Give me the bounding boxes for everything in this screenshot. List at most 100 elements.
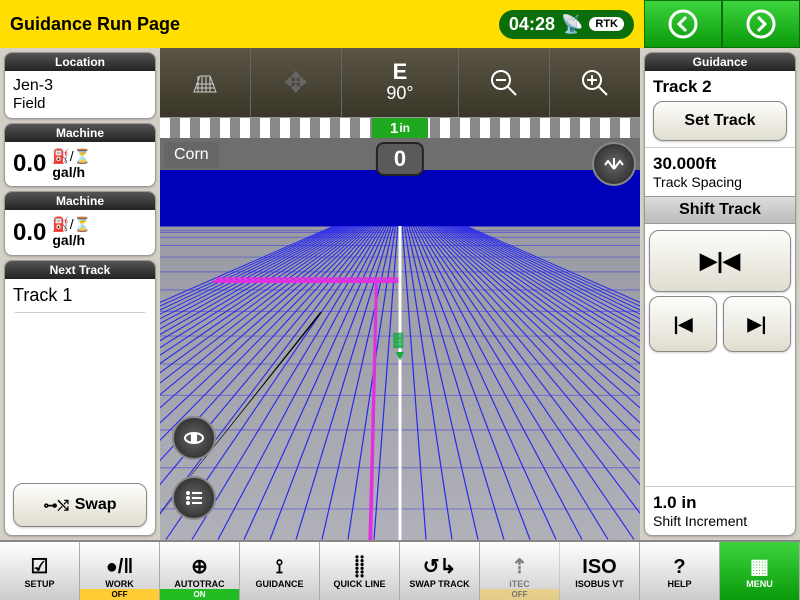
machine-header-2: Machine — [5, 192, 155, 210]
grid-perspective-icon — [188, 70, 222, 96]
set-track-button[interactable]: Set Track — [653, 101, 787, 141]
bb-status: OFF — [80, 589, 159, 600]
tractor-icon: ▓▼ — [393, 331, 407, 363]
bb-label: WORK — [105, 579, 134, 589]
zoom-in-button[interactable] — [550, 48, 640, 117]
perspective-toggle-button[interactable] — [160, 48, 251, 117]
bottombar-menu[interactable]: ▦ MENU — [720, 542, 800, 600]
compass-button[interactable]: E 90° — [342, 48, 460, 117]
rotate-view-button[interactable] — [172, 416, 216, 460]
bb-label: AUTOTRAC — [174, 579, 224, 589]
pass-number-badge: 0 — [376, 142, 424, 176]
compass-degrees: 90° — [386, 83, 413, 104]
machine1-unit: gal/h — [52, 165, 91, 180]
arrow-left-circle-icon — [667, 8, 699, 40]
machine2-value: 0.0 — [13, 219, 46, 247]
spacing-value: 30.000ft — [653, 154, 787, 174]
shift-left-icon: |◀ — [674, 314, 693, 335]
location-type: Field — [13, 95, 147, 112]
arrow-right-circle-icon — [745, 8, 777, 40]
bottombar-work[interactable]: ●/‖ WORK OFF — [80, 542, 160, 600]
bottombar-quick-line[interactable]: ⸽⸽ QUICK LINE — [320, 542, 400, 600]
bb-label: SETUP — [24, 579, 54, 589]
bottombar-setup[interactable]: ☑ SETUP — [0, 542, 80, 600]
machine-header-1: Machine — [5, 124, 155, 142]
guidance-header: Guidance — [645, 53, 795, 71]
bottombar-isobus-vt[interactable]: ISO ISOBUS VT — [560, 542, 640, 600]
machine-card-2[interactable]: Machine 0.0 ⛽/⏳ gal/h — [4, 191, 156, 255]
work-icon: ●/‖ — [106, 557, 134, 577]
main-area: Location Jen-3 Field Machine 0.0 ⛽/⏳ gal… — [0, 48, 800, 540]
center-panel: ✥ E 90° 1in — [160, 48, 640, 540]
rotate-icon — [181, 425, 207, 451]
bottombar-help[interactable]: ? HELP — [640, 542, 720, 600]
bottombar-swap-track[interactable]: ↺↳ SWAP TRACK — [400, 542, 480, 600]
bb-label: SWAP TRACK — [409, 579, 469, 589]
location-header: Location — [5, 53, 155, 71]
scale-bar: 1in — [160, 118, 640, 138]
header-bar: Guidance Run Page 04:28 📡 RTK — [0, 0, 800, 48]
help-icon: ? — [673, 557, 685, 577]
zoom-out-button[interactable] — [459, 48, 550, 117]
isobus vt-icon: ISO — [582, 557, 616, 577]
increment-value: 1.0 in — [653, 493, 787, 513]
shift-right-icon: ▶| — [748, 314, 767, 335]
shift-track-header: Shift Track — [645, 196, 795, 224]
swap-icon: ⊶⤭ — [44, 497, 69, 514]
bottombar-itec[interactable]: ⇡ iTEC OFF — [480, 542, 560, 600]
compass-direction: E — [393, 61, 408, 83]
bottombar-guidance[interactable]: ⟟ GUIDANCE — [240, 542, 320, 600]
page-title: Guidance Run Page — [10, 14, 180, 35]
shift-center-button[interactable]: ▶|◀ — [649, 230, 791, 292]
next-track-card: Next Track Track 1 ⊶⤭ Swap — [4, 260, 156, 536]
menu-icon: ▦ — [750, 557, 769, 577]
bb-label: HELP — [667, 579, 691, 589]
zoom-in-icon — [580, 68, 610, 98]
active-guideline — [399, 226, 402, 540]
zoom-out-icon — [489, 68, 519, 98]
location-card[interactable]: Location Jen-3 Field — [4, 52, 156, 119]
quick line-icon: ⸽⸽ — [354, 557, 364, 577]
shift-center-icon: ▶|◀ — [700, 248, 740, 274]
satellite-icon: 📡 — [561, 14, 583, 35]
bb-label: MENU — [746, 579, 773, 589]
field-view[interactable]: Corn 0 ▓▼ — [160, 138, 640, 540]
spacing-label: Track Spacing — [653, 174, 787, 190]
swap track-icon: ↺↳ — [423, 557, 457, 577]
rtk-badge: RTK — [589, 17, 624, 31]
turn-button[interactable] — [592, 142, 636, 186]
swap-button[interactable]: ⊶⤭ Swap — [13, 483, 147, 527]
autotrac-icon: ⊕ — [191, 557, 208, 577]
setup-icon: ☑ — [31, 557, 49, 577]
shift-right-button[interactable]: ▶| — [723, 296, 791, 352]
bb-status: ON — [160, 589, 239, 600]
bb-label: ISOBUS VT — [575, 579, 624, 589]
turn-arrows-icon — [601, 151, 627, 177]
location-name: Jen-3 — [13, 77, 147, 95]
list-icon — [183, 487, 205, 509]
fuel-icon: ⛽/⏳ — [52, 148, 91, 165]
increment-label: Shift Increment — [653, 513, 787, 529]
layers-list-button[interactable] — [172, 476, 216, 520]
crop-label: Corn — [164, 142, 219, 168]
guidance-icon: ⟟ — [276, 557, 283, 577]
itec-icon: ⇡ — [511, 557, 528, 577]
bottombar-autotrac[interactable]: ⊕ AUTOTRAC ON — [160, 542, 240, 600]
nav-forward-button[interactable] — [722, 0, 800, 48]
bb-label: iTEC — [509, 579, 530, 589]
shift-left-button[interactable]: |◀ — [649, 296, 717, 352]
gps-status-pill[interactable]: 04:28 📡 RTK — [499, 10, 634, 39]
title-bar: Guidance Run Page 04:28 📡 RTK — [0, 0, 644, 48]
nav-back-button[interactable] — [644, 0, 722, 48]
guidance-grid — [160, 226, 640, 540]
track-name: Track 2 — [653, 77, 787, 97]
next-track-header: Next Track — [5, 261, 155, 279]
left-panel: Location Jen-3 Field Machine 0.0 ⛽/⏳ gal… — [0, 48, 160, 540]
bottom-bar: ☑ SETUP ●/‖ WORK OFF ⊕ AUTOTRAC ON ⟟ GUI… — [0, 540, 800, 600]
view-toolbar: ✥ E 90° — [160, 48, 640, 118]
machine1-value: 0.0 — [13, 150, 46, 178]
machine2-unit: gal/h — [52, 233, 91, 248]
pan-button[interactable]: ✥ — [251, 48, 342, 117]
bb-label: QUICK LINE — [333, 579, 385, 589]
machine-card-1[interactable]: Machine 0.0 ⛽/⏳ gal/h — [4, 123, 156, 187]
